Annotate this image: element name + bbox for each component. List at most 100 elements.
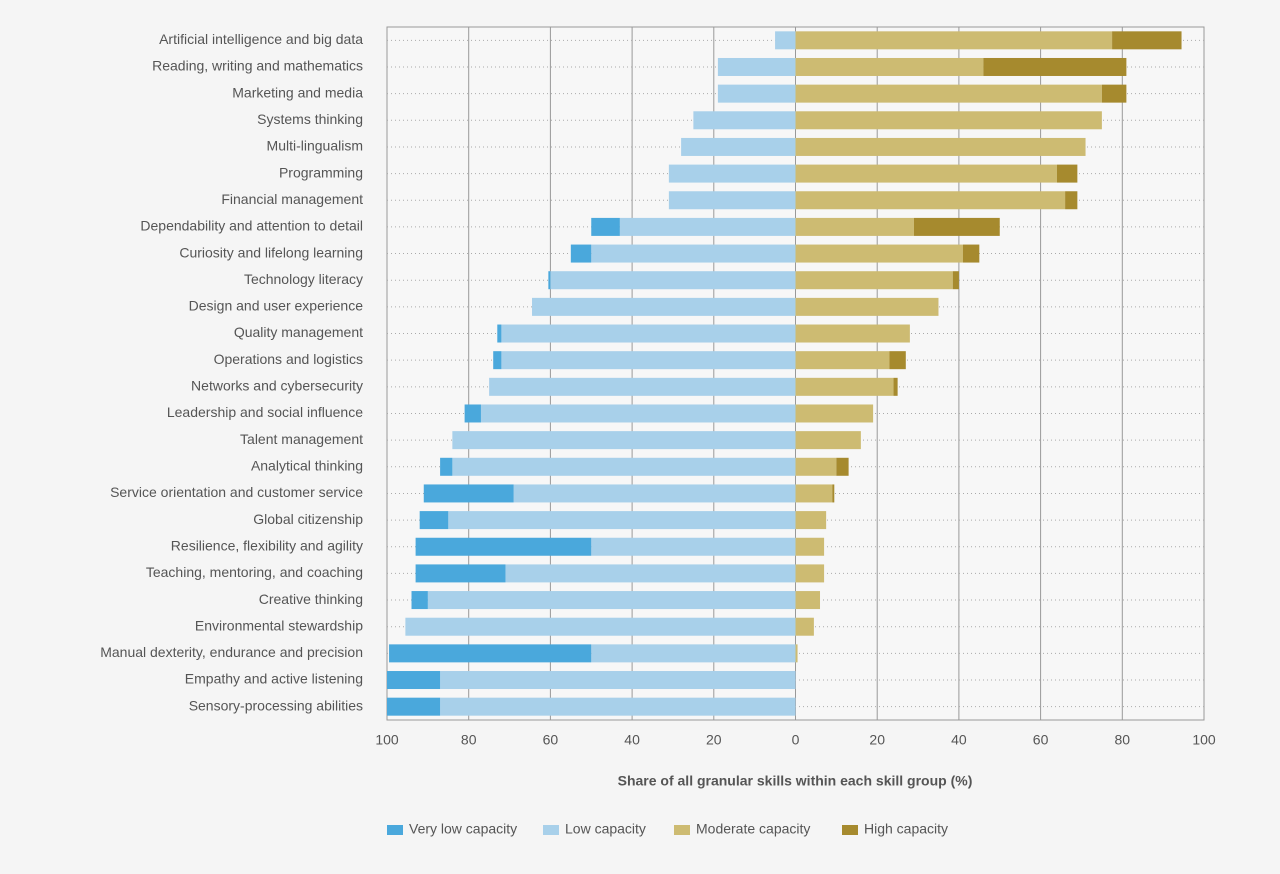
y-tick-label: Design and user experience	[189, 298, 364, 314]
bar-segment	[1056, 164, 1078, 183]
bar-segment	[795, 564, 825, 583]
bar-segment	[795, 57, 984, 76]
bar-segment	[795, 324, 910, 343]
legend-label: Low capacity	[565, 821, 646, 837]
bar-segment	[795, 271, 953, 290]
y-tick-label: Service orientation and customer service	[110, 484, 363, 500]
bar-segment	[415, 537, 592, 556]
y-tick-label: Creative thinking	[259, 591, 363, 607]
bar-segment	[893, 377, 898, 396]
bar-segment	[1112, 31, 1182, 50]
bar-segment	[668, 164, 796, 183]
x-tick-label: 80	[1115, 732, 1131, 748]
y-tick-label: Quality management	[234, 324, 363, 340]
y-tick-label: Resilience, flexibility and agility	[171, 537, 363, 553]
bar-segment	[795, 137, 1086, 156]
bar-segment	[1065, 191, 1078, 210]
y-tick-label: Financial management	[221, 191, 363, 207]
bar-segment	[795, 164, 1057, 183]
bar-segment	[962, 244, 980, 263]
y-tick-label: Talent management	[240, 431, 363, 447]
x-tick-label: 0	[792, 732, 800, 748]
bar-segment	[795, 111, 1102, 130]
y-tick-label: Marketing and media	[232, 84, 363, 100]
bar-segment	[419, 511, 449, 530]
bar-segment	[591, 217, 620, 236]
legend-label: High capacity	[864, 821, 948, 837]
bar-segment	[795, 297, 939, 316]
bar-segment	[668, 191, 796, 210]
bar-segment	[493, 351, 502, 370]
legend-swatch	[842, 825, 858, 835]
bar-segment	[591, 244, 796, 263]
y-tick-label: Analytical thinking	[251, 457, 363, 473]
y-tick-label: Empathy and active listening	[185, 671, 363, 687]
y-tick-label: Manual dexterity, endurance and precisio…	[100, 644, 363, 660]
bar-segment	[387, 671, 441, 690]
bar-segment	[591, 537, 796, 556]
bar-segment	[501, 324, 796, 343]
bar-segment	[795, 244, 963, 263]
bar-segment	[505, 564, 796, 583]
bar-segment	[795, 217, 914, 236]
y-tick-label: Artificial intelligence and big data	[159, 31, 363, 47]
bar-segment	[440, 697, 796, 716]
y-tick-label: Global citizenship	[253, 511, 363, 527]
y-tick-label: Environmental stewardship	[195, 617, 363, 633]
bar-segment	[795, 31, 1113, 50]
bar-segment	[795, 511, 827, 530]
bar-segment	[440, 457, 453, 476]
y-tick-label: Technology literacy	[244, 271, 363, 287]
bar-segment	[795, 484, 833, 503]
bar-segment	[497, 324, 502, 343]
legend-swatch	[387, 825, 403, 835]
x-axis-title: Share of all granular skills within each…	[618, 773, 973, 789]
bar-segment	[795, 431, 861, 450]
legend-swatch	[674, 825, 690, 835]
bar-segment	[795, 84, 1102, 103]
bar-segment	[913, 217, 1000, 236]
bar-segment	[795, 351, 890, 370]
y-tick-label: Systems thinking	[257, 111, 363, 127]
bar-segment	[619, 217, 796, 236]
y-tick-label: Curiosity and lifelong learning	[179, 244, 363, 260]
y-tick-label: Dependability and attention to detail	[140, 218, 363, 234]
bar-segment	[550, 271, 796, 290]
bar-segment	[836, 457, 849, 476]
x-tick-label: 80	[461, 732, 477, 748]
bar-segment	[415, 564, 506, 583]
bar-segment	[570, 244, 592, 263]
bar-segment	[693, 111, 796, 130]
bar-segment	[952, 271, 959, 290]
bar-segment	[775, 31, 796, 50]
x-tick-label: 100	[1192, 732, 1216, 748]
bar-segment	[717, 84, 796, 103]
bar-segment	[387, 697, 441, 716]
bar-segment	[513, 484, 796, 503]
bar-segment	[423, 484, 514, 503]
bar-segment	[489, 377, 796, 396]
y-tick-label: Multi-lingualism	[267, 138, 363, 154]
x-tick-label: 40	[951, 732, 967, 748]
y-tick-label: Leadership and social influence	[167, 404, 363, 420]
bar-segment	[795, 404, 874, 423]
bar-segment	[717, 57, 796, 76]
bar-segment	[452, 457, 796, 476]
y-tick-label: Networks and cybersecurity	[191, 378, 363, 394]
bar-segment	[795, 591, 821, 610]
bar-segment	[832, 484, 835, 503]
bar-segment	[464, 404, 481, 423]
bar-segment	[1101, 84, 1127, 103]
bar-segment	[795, 644, 798, 663]
x-tick-label: 60	[1033, 732, 1049, 748]
bar-segment	[795, 457, 837, 476]
bar-segment	[448, 511, 796, 530]
bar-segment	[411, 591, 428, 610]
bar-segment	[501, 351, 796, 370]
y-tick-label: Teaching, mentoring, and coaching	[146, 564, 363, 580]
bar-segment	[795, 377, 894, 396]
x-tick-label: 20	[706, 732, 722, 748]
bar-segment	[591, 644, 796, 663]
legend-label: Moderate capacity	[696, 821, 810, 837]
bar-segment	[440, 671, 796, 690]
